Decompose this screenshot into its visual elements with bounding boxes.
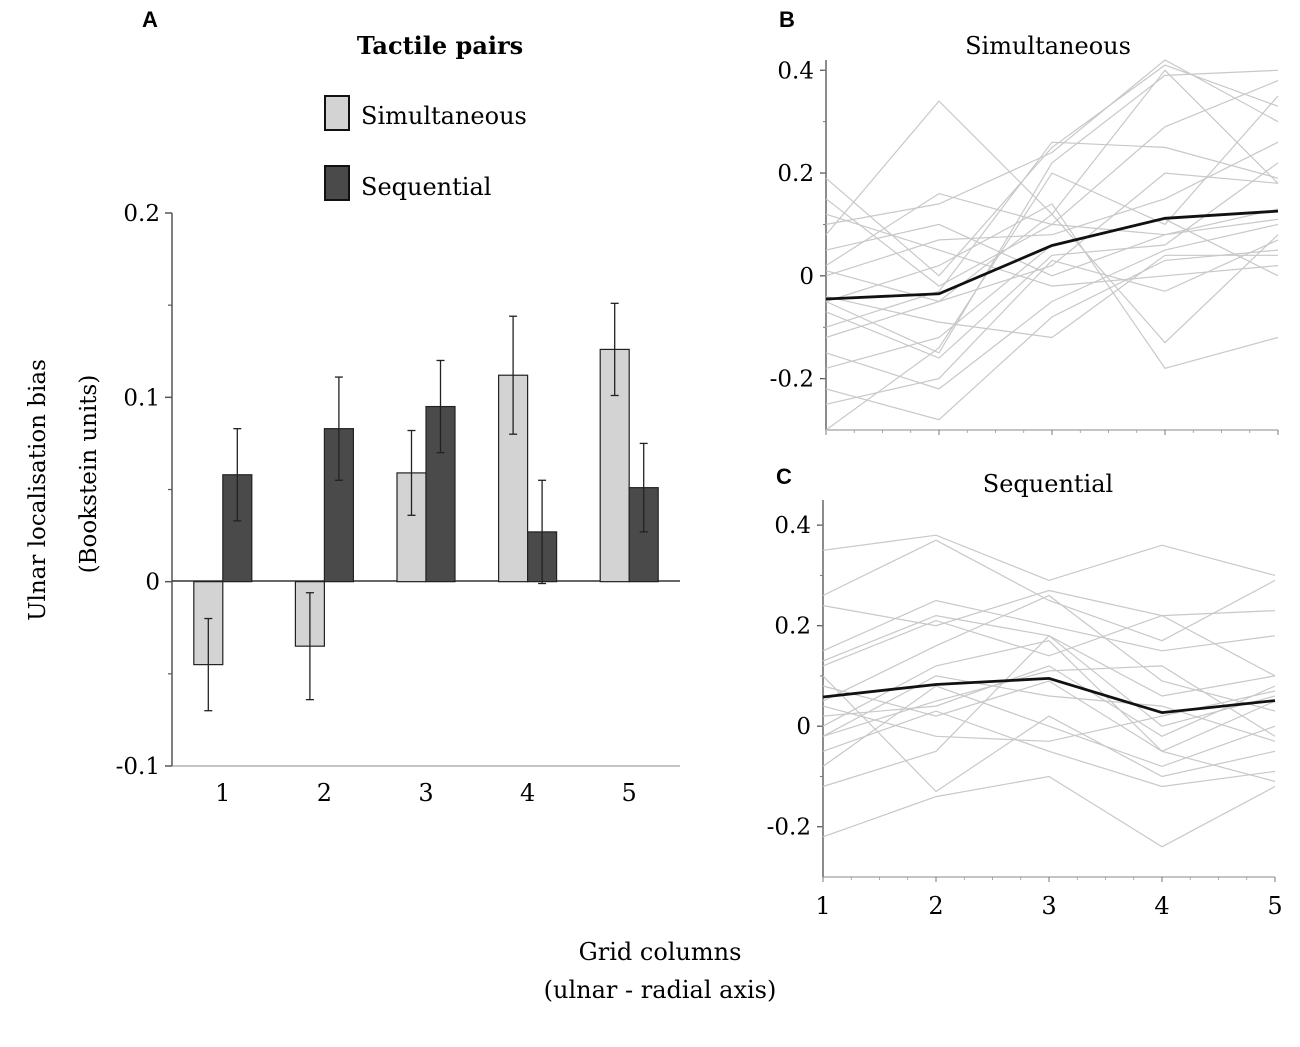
x-tick-label: 1: [815, 892, 830, 920]
participant-line-1: [825, 64, 1279, 277]
panel-b-line-chart: B Simultaneous 0.4 0.2 0 -0.2: [770, 7, 1279, 435]
participant-line-14: [825, 213, 1279, 344]
participant-line-13: [825, 249, 1279, 421]
participant-line-15: [822, 640, 1276, 783]
legend-label-simultaneous: Simultaneous: [361, 102, 527, 130]
y-tick-label: 0: [796, 714, 811, 740]
participant-line-6: [822, 594, 1276, 712]
x-tick-label: 3: [1041, 892, 1056, 920]
panel-c-title: Sequential: [983, 470, 1113, 498]
participant-line-9: [822, 685, 1276, 768]
panel-b-y-ticks: 0.4 0.2 0 -0.2: [770, 58, 826, 393]
participant-line-16: [825, 213, 1279, 287]
participant-line-2: [822, 539, 1276, 642]
participant-line-12: [825, 223, 1279, 390]
panel-c-y-ticks: 0.4 0.2 0 -0.2: [767, 513, 823, 841]
participant-line-6: [825, 141, 1279, 328]
participant-line-11: [825, 208, 1279, 277]
y-tick-label: 0.4: [774, 513, 811, 539]
x-axis-label-line1: Grid columns: [579, 938, 742, 966]
participant-line-8: [825, 141, 1279, 277]
error-bars: [204, 302, 648, 712]
participant-line-10: [822, 775, 1276, 848]
panel-b-lines: [825, 59, 1279, 431]
x-tick-label: 4: [1154, 892, 1169, 920]
participant-line-7: [822, 665, 1276, 737]
participant-line-15: [825, 203, 1279, 369]
bar-sequential-5: [628, 487, 659, 583]
x-axis-label-line2: (ulnar - radial axis): [544, 976, 777, 1004]
panel-a-label: A: [142, 7, 158, 32]
y-tick-label: 0.1: [123, 385, 160, 411]
legend-swatch-simultaneous: [324, 95, 350, 131]
participant-line-1: [822, 534, 1276, 582]
participant-line-12: [822, 710, 1276, 788]
participant-line-19: [825, 198, 1279, 287]
participant-line-7: [825, 95, 1279, 431]
panel-c-x-ticks: 1 2 3 4 5: [815, 877, 1283, 920]
participant-line-3: [825, 69, 1279, 354]
x-tick-label: 5: [1267, 892, 1282, 920]
y-tick-label: -0.1: [116, 754, 160, 780]
x-tick-label: 2: [317, 779, 332, 807]
panel-c-label: C: [776, 464, 792, 489]
legend-label-sequential: Sequential: [361, 173, 491, 201]
bars: [193, 348, 659, 666]
y-tick-label: -0.2: [767, 815, 811, 841]
y-tick-label: -0.2: [770, 367, 814, 393]
x-tick-label: 3: [418, 779, 433, 807]
participant-line-20: [825, 254, 1278, 339]
x-tick-label: 2: [928, 892, 943, 920]
panel-b-label: B: [779, 7, 795, 32]
participant-line-11: [822, 675, 1276, 793]
y-tick-label: 0.2: [777, 161, 814, 187]
y-tick-label: 0: [799, 264, 814, 290]
y-tick-label: 0.4: [777, 58, 814, 84]
panel-c-lines: [822, 534, 1276, 848]
participant-line-17: [822, 665, 1276, 737]
y-tick-label: 0.2: [123, 201, 160, 227]
participant-line-17: [825, 218, 1279, 369]
legend-swatch-sequential: [324, 165, 350, 201]
x-tick-label: 5: [622, 779, 637, 807]
panel-b-x-ticks: [825, 430, 1279, 435]
x-tick-label: 4: [520, 779, 535, 807]
participant-line-9: [825, 162, 1279, 359]
panel-c-line-chart: C Sequential 0.4 0.2 0 -0.2 1 2 3 4 5: [767, 464, 1283, 920]
participant-line-4: [822, 599, 1276, 652]
participant-line-3: [822, 589, 1276, 627]
y-ticks: 0.2 0.1 0 -0.1: [116, 201, 172, 780]
y-axis-label-line2: (Bookstein units): [76, 375, 102, 574]
y-tick-label: 0.2: [774, 614, 811, 640]
mean-line: [822, 676, 1276, 715]
participant-line-5: [825, 59, 1279, 225]
participant-line-8: [822, 675, 1276, 742]
participant-line-5: [822, 614, 1276, 677]
y-axis-label-line1: Ulnar localisation bias: [25, 359, 51, 621]
panel-b-title: Simultaneous: [965, 32, 1131, 60]
x-tick-labels: 1 2 3 4 5: [215, 779, 637, 807]
x-tick-label: 1: [215, 779, 230, 807]
participant-line-13: [822, 680, 1276, 752]
panel-a-bar-chart: A Tactile pairs Simultaneous Sequential …: [25, 7, 680, 807]
mean-line: [825, 209, 1279, 301]
y-tick-label: 0: [145, 570, 160, 596]
legend-title: Tactile pairs: [357, 31, 523, 60]
participant-line-18: [825, 239, 1279, 405]
